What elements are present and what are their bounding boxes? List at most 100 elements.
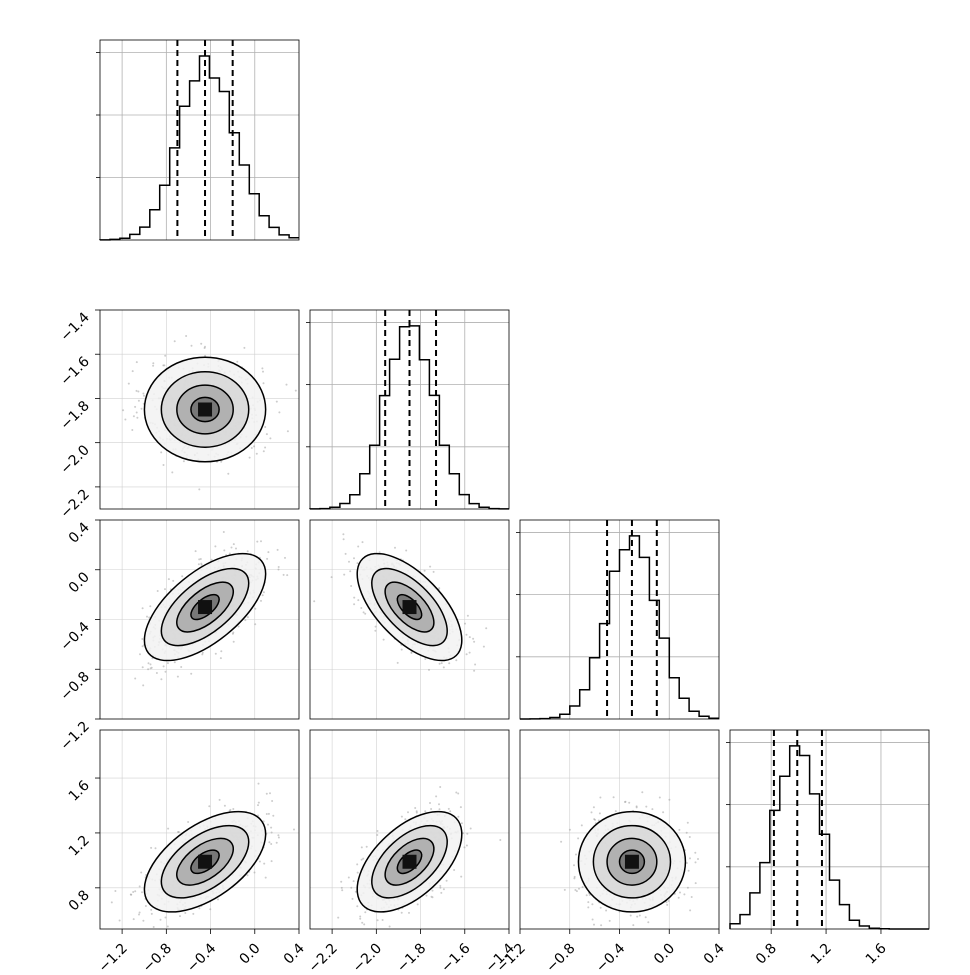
scatter-point	[114, 890, 117, 892]
scatter-point	[208, 805, 211, 808]
scatter-point	[164, 670, 167, 673]
scatter-point	[135, 389, 138, 392]
scatter-point	[645, 805, 648, 808]
x-tick-label: 0.8	[753, 941, 780, 968]
scatter-point	[651, 808, 654, 811]
scatter-point	[668, 798, 671, 801]
scatter-point	[608, 919, 611, 922]
scatter-point	[360, 607, 363, 609]
x-tick-label: −1.6	[438, 940, 473, 970]
scatter-point	[408, 911, 410, 914]
scatter-point	[364, 612, 367, 615]
scatter-point	[344, 552, 347, 555]
scatter-point	[376, 919, 379, 922]
scatter-point	[465, 653, 468, 656]
scatter-point	[376, 834, 379, 836]
scatter-point	[150, 912, 153, 915]
scatter-point	[686, 821, 689, 824]
scatter-point	[136, 416, 139, 419]
y-tick-label: −1.6	[57, 354, 92, 389]
scatter-point	[159, 918, 162, 921]
scatter-point	[575, 853, 577, 856]
scatter-point	[647, 921, 650, 924]
scatter-point	[340, 886, 343, 889]
scatter-point	[270, 826, 273, 829]
scatter-point	[230, 546, 233, 549]
scatter-point	[110, 901, 113, 904]
scatter-point	[605, 909, 608, 912]
scatter-point	[270, 860, 273, 863]
scatter-point	[414, 807, 417, 809]
scatter-point	[359, 917, 362, 920]
scatter-point	[267, 823, 269, 826]
scatter-point	[585, 894, 588, 897]
scatter-point	[222, 531, 225, 533]
scatter-point	[204, 345, 206, 348]
scatter-point	[365, 845, 368, 848]
scatter-point	[263, 862, 266, 865]
scatter-point	[348, 560, 350, 563]
scatter-point	[142, 392, 145, 395]
scatter-point	[578, 887, 580, 890]
scatter-panel-4-2	[309, 729, 510, 930]
histogram-steps	[309, 325, 509, 510]
scatter-point	[261, 594, 264, 597]
scatter-point	[679, 891, 681, 894]
scatter-point	[577, 837, 580, 840]
scatter-point	[246, 616, 249, 619]
scatter-point	[147, 662, 150, 665]
scatter-point	[198, 488, 201, 491]
scatter-point	[143, 394, 145, 397]
x-tick-label: −0.8	[543, 941, 578, 970]
scatter-point	[485, 627, 488, 630]
scatter-point	[181, 575, 184, 578]
scatter-point	[199, 558, 202, 560]
scatter-point	[473, 669, 476, 672]
scatter-point	[438, 662, 441, 665]
scatter-point	[217, 898, 219, 901]
scatter-point	[268, 841, 271, 844]
scatter-point	[587, 901, 590, 904]
scatter-point	[360, 846, 363, 849]
scatter-point	[687, 869, 690, 872]
scatter-point	[257, 801, 260, 804]
scatter-point	[246, 550, 249, 553]
scatter-panel-2-1	[99, 309, 300, 510]
scatter-point	[429, 802, 431, 804]
scatter-point	[167, 578, 170, 581]
scatter-point	[201, 651, 204, 654]
scatter-point	[677, 896, 680, 899]
scatter-point	[192, 912, 195, 915]
scatter-point	[264, 446, 267, 449]
scatter-point	[146, 615, 148, 618]
scatter-point	[594, 818, 596, 821]
scatter-point	[253, 445, 255, 448]
scatter-point	[228, 552, 231, 555]
scatter-point	[200, 342, 203, 345]
scatter-point	[184, 912, 187, 914]
scatter-point	[573, 864, 575, 867]
scatter-point	[286, 430, 289, 433]
scatter-point	[459, 806, 462, 809]
scatter-point	[363, 923, 366, 926]
scatter-point	[424, 658, 427, 660]
scatter-point	[152, 362, 155, 365]
scatter-point	[265, 792, 268, 795]
scatter-point	[162, 464, 165, 466]
scatter-point	[137, 390, 140, 393]
scatter-point	[248, 456, 251, 459]
scatter-point	[138, 913, 140, 916]
scatter-point	[164, 588, 166, 591]
scatter-point	[342, 538, 345, 541]
scatter-point	[152, 926, 155, 928]
scatter-point	[149, 663, 152, 666]
scatter-point	[141, 645, 144, 648]
scatter-point	[666, 903, 669, 906]
scatter-point	[150, 846, 153, 849]
scatter-point	[469, 827, 472, 830]
scatter-point	[262, 820, 265, 823]
scatter-point	[232, 543, 235, 546]
y-tick-label: 0.4	[66, 519, 93, 546]
scatter-point	[440, 891, 443, 894]
scatter-point	[257, 804, 259, 807]
